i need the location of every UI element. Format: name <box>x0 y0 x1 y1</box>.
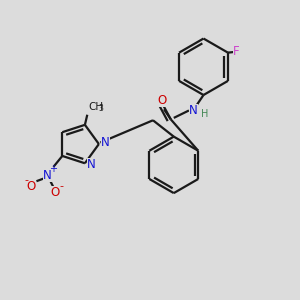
Text: O: O <box>26 180 36 193</box>
Text: -: - <box>25 175 28 185</box>
Text: F: F <box>233 45 240 58</box>
Text: CH: CH <box>89 102 104 112</box>
Text: O: O <box>158 94 167 107</box>
Text: H: H <box>201 109 208 119</box>
Text: N: N <box>189 104 197 117</box>
Text: +: + <box>49 164 57 174</box>
Text: -: - <box>59 181 63 191</box>
Text: N: N <box>43 169 52 182</box>
Text: 3: 3 <box>99 104 103 113</box>
Text: N: N <box>101 136 110 149</box>
Text: N: N <box>87 158 96 171</box>
Text: O: O <box>50 186 59 199</box>
